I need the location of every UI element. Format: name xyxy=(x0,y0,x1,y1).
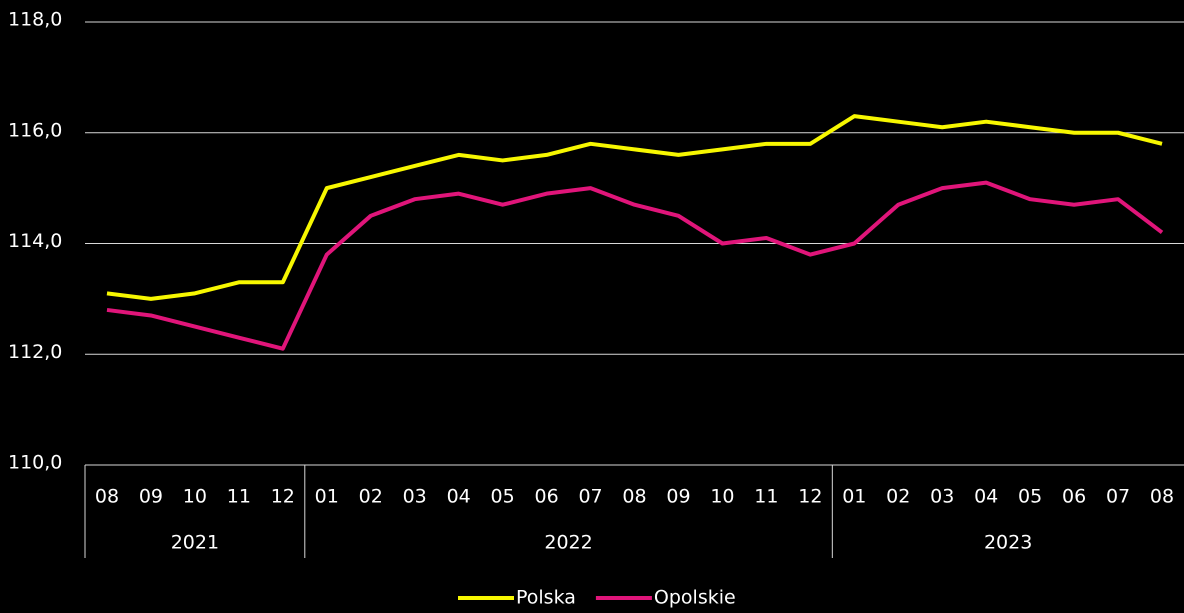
x-tick-label: 05 xyxy=(491,486,515,508)
x-tick-label: 04 xyxy=(447,486,471,508)
x-tick-label: 09 xyxy=(666,486,690,508)
x-tick-label: 11 xyxy=(754,486,778,508)
x-tick-label: 07 xyxy=(578,486,602,508)
x-tick-label: 03 xyxy=(930,486,954,508)
x-tick-label: 11 xyxy=(227,486,251,508)
x-tick-label: 06 xyxy=(534,486,558,508)
x-tick-label: 03 xyxy=(403,486,427,508)
x-tick-label: 02 xyxy=(886,486,910,508)
x-tick-label: 08 xyxy=(95,486,119,508)
x-tick-label: 08 xyxy=(622,486,646,508)
y-tick-label: 114,0 xyxy=(8,230,62,252)
x-tick-label: 12 xyxy=(271,486,295,508)
legend-label: Polska xyxy=(516,587,576,609)
x-tick-label: 05 xyxy=(1018,486,1042,508)
group-label: 2023 xyxy=(984,532,1032,554)
y-tick-label: 118,0 xyxy=(8,9,62,31)
legend-label: Opolskie xyxy=(654,587,736,609)
line-series xyxy=(106,180,1164,351)
x-tick-label: 12 xyxy=(798,486,822,508)
x-tick-label: 01 xyxy=(842,486,866,508)
x-tick-label: 08 xyxy=(1150,486,1174,508)
x-tick-label: 10 xyxy=(183,486,207,508)
x-tick-label: 10 xyxy=(710,486,734,508)
y-tick-label: 116,0 xyxy=(8,119,62,141)
y-tick-label: 112,0 xyxy=(8,341,62,363)
x-tick-label: 09 xyxy=(139,486,163,508)
x-tick-label: 01 xyxy=(315,486,339,508)
group-label: 2022 xyxy=(544,532,592,554)
line-series xyxy=(106,114,1163,301)
x-tick-label: 02 xyxy=(359,486,383,508)
x-tick-label: 04 xyxy=(974,486,998,508)
y-tick-label: 110,0 xyxy=(8,452,62,474)
group-label: 2021 xyxy=(171,532,219,554)
x-tick-label: 06 xyxy=(1062,486,1086,508)
x-tick-label: 07 xyxy=(1106,486,1130,508)
